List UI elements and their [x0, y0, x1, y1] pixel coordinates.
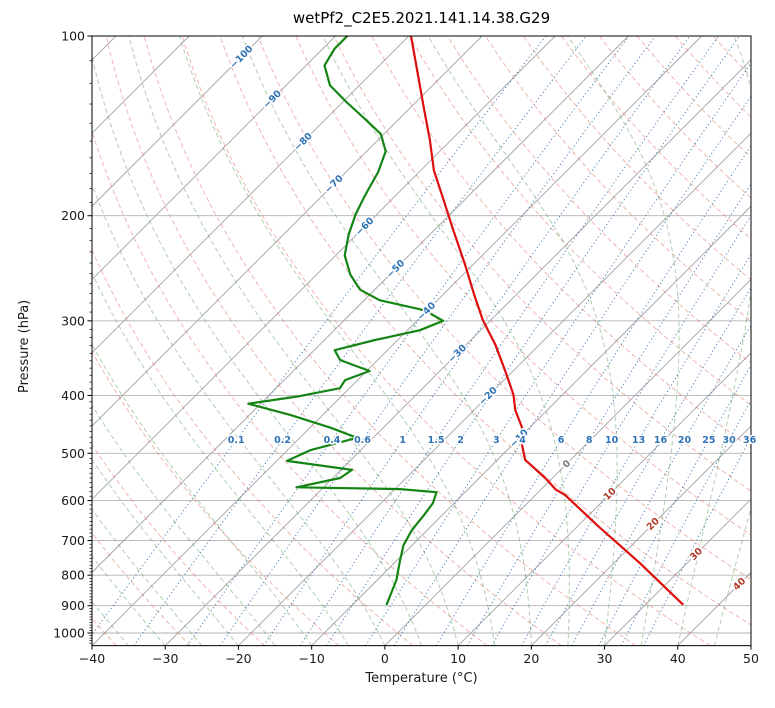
mixing-ratio-label: 8 — [586, 435, 593, 446]
mixing-ratio-label: 0.4 — [324, 435, 341, 446]
mixing-ratio-label: 36 — [743, 435, 757, 446]
isotherm-label: −100 — [228, 43, 256, 71]
y-tick-label: 1000 — [53, 626, 85, 641]
mixing-ratio-lines — [92, 36, 751, 646]
x-tick-label: −40 — [79, 651, 105, 666]
mixing-ratio-label: 13 — [632, 435, 645, 446]
mixing-ratio-label: 1 — [399, 435, 406, 446]
mixing-ratio-label: 10 — [605, 435, 619, 446]
mixing-ratio-label: 30 — [723, 435, 737, 446]
x-tick-label: 40 — [670, 651, 686, 666]
isotherm-label: 20 — [645, 516, 662, 533]
isotherm-label: −90 — [261, 88, 284, 111]
y-tick-label: 900 — [61, 598, 85, 613]
isotherm-label: −20 — [477, 385, 500, 408]
y-axis-label: Pressure (hPa) — [17, 299, 32, 393]
x-tick-label: −20 — [225, 651, 251, 666]
mixing-ratio-label: 4 — [519, 435, 526, 446]
mixing-ratio-label: 1.5 — [428, 435, 445, 446]
isotherm-label: 30 — [688, 546, 705, 563]
chart-title: wetPf2_C2E5.2021.141.14.38.G29 — [292, 9, 551, 27]
x-axis-label: Temperature (°C) — [365, 671, 478, 686]
sounding-curves — [247, 36, 684, 606]
isotherm-label: 40 — [731, 576, 748, 593]
y-tick-label: 300 — [61, 313, 85, 328]
temperature-curve — [409, 36, 684, 606]
mixing-ratio-label: 20 — [678, 435, 692, 446]
x-tick-label: 10 — [450, 651, 466, 666]
isobar-gridlines — [92, 36, 751, 634]
y-tick-label: 800 — [61, 568, 85, 583]
mixing-ratio-label: 6 — [558, 435, 565, 446]
mixing-ratio-label: 0.6 — [354, 435, 371, 446]
dry-adiabat-lines — [92, 36, 751, 646]
x-tick-label: 30 — [597, 651, 613, 666]
plot-frame — [91, 35, 752, 647]
axis-ticks — [87, 35, 752, 650]
isotherm-lines — [92, 36, 751, 646]
mixing-ratio-label: 0.1 — [228, 435, 245, 446]
x-tick-label: 0 — [381, 651, 389, 666]
x-tick-label: −30 — [152, 651, 178, 666]
mixing-ratio-label: 16 — [654, 435, 668, 446]
y-tick-label: 500 — [61, 446, 85, 461]
plot-background — [92, 36, 751, 646]
tick-labels: −40 −30 −20 −10 0 10 20 30 40 5010020030040050060… — [53, 29, 759, 667]
y-tick-label: 100 — [61, 29, 85, 44]
x-tick-label: 50 — [743, 651, 759, 666]
isotherm-label: −80 — [292, 130, 315, 153]
x-tick-label: −10 — [298, 651, 324, 666]
y-tick-label: 200 — [61, 208, 85, 223]
y-tick-label: 600 — [61, 493, 85, 508]
isotherm-label: −40 — [415, 300, 438, 323]
x-tick-label: 20 — [523, 651, 539, 666]
isotherm-label: −30 — [446, 342, 469, 365]
y-tick-label: 700 — [61, 533, 85, 548]
moist-adiabat-lines — [92, 36, 751, 646]
mixing-ratio-label: 2 — [457, 435, 464, 446]
mixing-ratio-label: 3 — [493, 435, 500, 446]
isotherm-label: −70 — [323, 173, 346, 196]
mixing-ratio-label: 25 — [702, 435, 715, 446]
dewpoint-curve — [247, 36, 445, 606]
y-tick-label: 400 — [61, 388, 85, 403]
mixing-ratio-label: 0.2 — [274, 435, 291, 446]
